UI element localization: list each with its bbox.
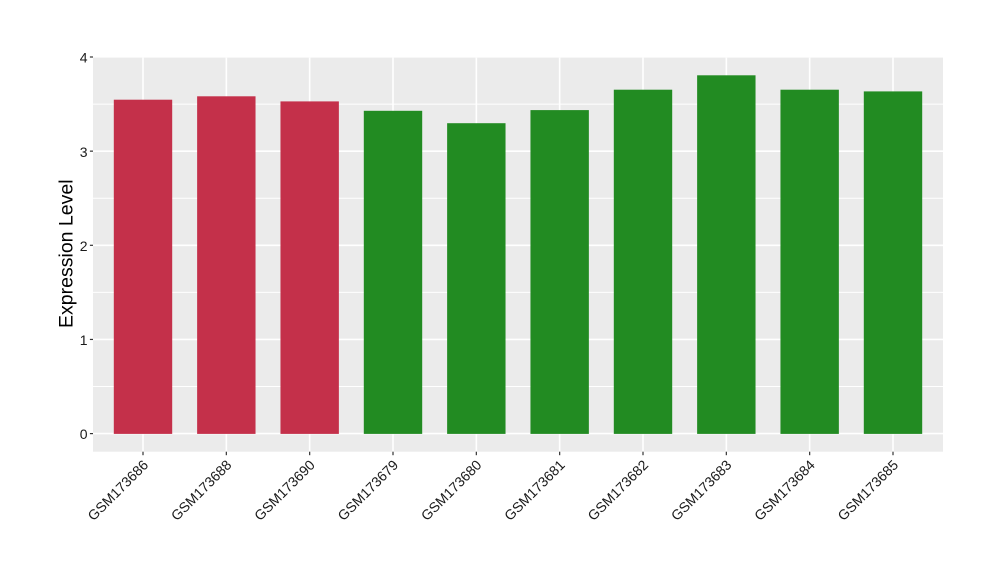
svg-text:Expression Level: Expression Level — [55, 179, 77, 328]
svg-text:0: 0 — [80, 426, 88, 442]
svg-text:2: 2 — [80, 238, 88, 254]
svg-text:1: 1 — [80, 332, 88, 348]
svg-text:3: 3 — [80, 144, 88, 160]
svg-text:4: 4 — [80, 50, 88, 66]
